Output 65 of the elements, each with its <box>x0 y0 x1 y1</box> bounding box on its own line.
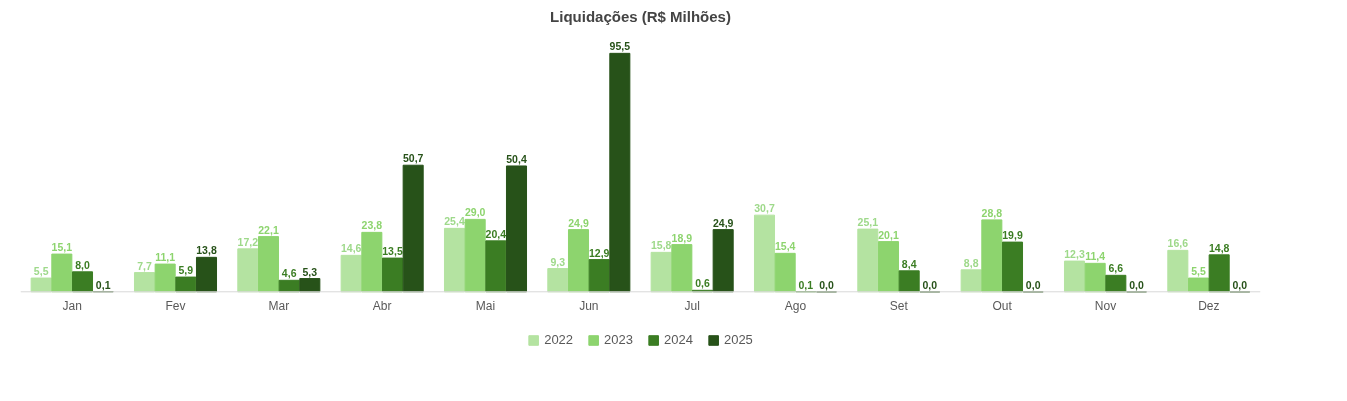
chart-title: Liquidações (R$ Milhões) <box>550 7 731 25</box>
data-label: 17,2 <box>237 235 259 248</box>
data-label: 0,0 <box>1129 278 1144 291</box>
data-label: 30,7 <box>754 202 775 215</box>
data-label: 0,1 <box>95 278 111 291</box>
data-label: 25,4 <box>444 215 465 228</box>
legend-label: 2025 <box>723 332 753 347</box>
data-label: 12,9 <box>588 246 610 259</box>
data-label: 18,9 <box>671 231 693 244</box>
x-tick-label: Abr <box>372 298 392 313</box>
data-label: 9,3 <box>550 255 566 268</box>
data-label: 16,6 <box>1167 237 1189 250</box>
x-tick-label: Set <box>889 298 909 313</box>
data-label: 23,8 <box>361 219 383 232</box>
data-label: 5,5 <box>1191 265 1206 278</box>
data-label: 8,4 <box>901 257 917 270</box>
data-label: 19,9 <box>1002 229 1023 242</box>
data-label: 5,5 <box>33 265 49 278</box>
data-label: 8,8 <box>963 256 979 269</box>
data-label: 15,8 <box>650 239 672 252</box>
data-label: 24,9 <box>568 216 589 229</box>
data-label: 7,7 <box>137 259 152 272</box>
data-label: 50,7 <box>402 152 424 165</box>
x-tick-label: Ago <box>784 298 807 313</box>
x-tick-label: Mar <box>268 298 290 313</box>
data-label: 11,1 <box>155 251 176 264</box>
data-label: 13,8 <box>196 244 217 257</box>
data-label: 95,5 <box>609 40 631 53</box>
data-label: 14,8 <box>1208 241 1230 254</box>
data-label: 6,6 <box>1108 262 1124 275</box>
x-tick-label: Jan <box>62 298 82 313</box>
data-label: 8,0 <box>75 258 90 271</box>
x-tick-label: Jun <box>579 298 599 313</box>
x-tick-label: Fev <box>165 298 186 313</box>
legend-label: 2022 <box>544 332 574 347</box>
x-tick-label: Dez <box>1198 298 1220 313</box>
data-label: 29,0 <box>464 206 486 219</box>
data-label: 50,4 <box>506 152 527 165</box>
data-label: 0,0 <box>1025 278 1041 291</box>
x-tick-label: Jul <box>684 298 700 313</box>
data-label: 11,4 <box>1085 250 1106 263</box>
data-label: 0,0 <box>1232 278 1248 291</box>
data-label: 15,4 <box>774 240 796 253</box>
data-label: 0,1 <box>798 278 814 291</box>
data-label: 13,5 <box>382 245 403 258</box>
data-label: 0,0 <box>922 278 938 291</box>
data-label: 20,4 <box>485 227 507 240</box>
data-label: 14,6 <box>340 242 362 255</box>
x-tick-label: Out <box>992 298 1013 313</box>
data-label: 24,9 <box>712 216 734 229</box>
data-label: 0,0 <box>819 278 834 291</box>
data-label: 28,8 <box>981 206 1003 219</box>
legend-label: 2024 <box>664 332 693 347</box>
data-label: 12,3 <box>1064 248 1085 261</box>
x-tick-label: Mai <box>475 298 496 313</box>
x-tick-label: Nov <box>1094 298 1117 313</box>
data-label: 5,3 <box>302 265 318 278</box>
data-label: 20,1 <box>878 228 899 241</box>
data-label: 25,1 <box>857 216 879 229</box>
data-label: 0,6 <box>695 277 710 290</box>
data-label: 22,1 <box>258 223 279 236</box>
data-label: 4,6 <box>281 267 297 280</box>
legend-label: 2023 <box>604 332 633 347</box>
data-label: 5,9 <box>178 264 194 277</box>
data-label: 15,1 <box>51 241 73 254</box>
